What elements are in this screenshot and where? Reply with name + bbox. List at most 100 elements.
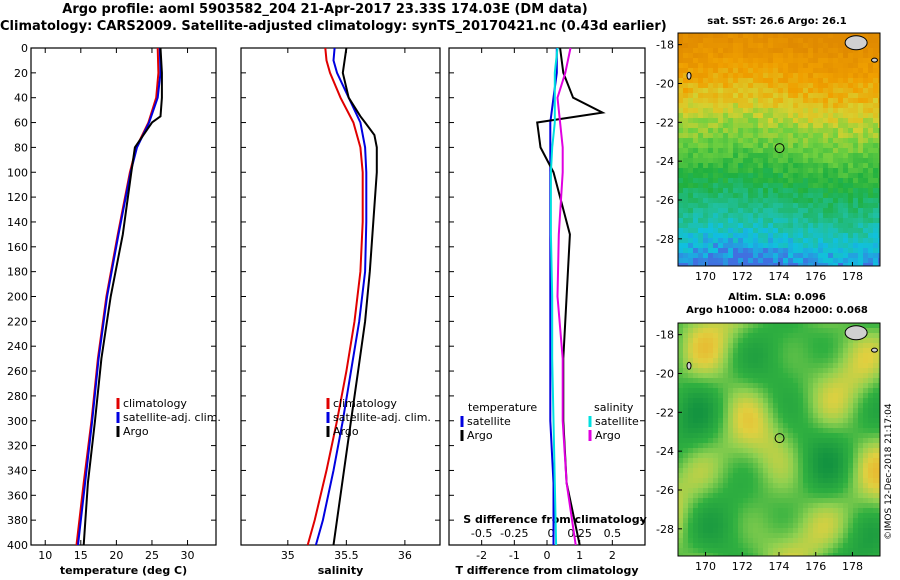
map-cell [783,478,789,484]
map-cell [843,68,849,74]
map-cell [733,43,739,49]
map-cell [803,383,809,389]
map-cell [708,53,714,59]
map-cell [823,543,829,549]
map-cell [748,128,754,134]
map-cell [793,138,799,144]
map-cell [693,453,699,459]
map-cell [698,163,704,169]
map-cell [688,418,694,424]
map-cell [783,183,789,189]
map-cell [753,478,759,484]
map-cell [698,323,704,329]
map-cell [793,518,799,524]
map-cell [818,253,824,259]
map-cell [878,413,881,419]
legend-label: satellite-adj. clim. [333,411,431,424]
map-cell [793,108,799,114]
map-cell [838,368,844,374]
map-cell [748,123,754,129]
map-cell [878,203,881,209]
map-cell [858,178,864,184]
map-cell [748,143,754,149]
map-cell [813,143,819,149]
map-cell [713,398,719,404]
map-cell [678,173,684,179]
map-cell [688,368,694,374]
map-cell [758,178,764,184]
map-cell [678,478,684,484]
map-cell [728,128,734,134]
map-cell [873,258,879,264]
x-tick-label: 2 [609,549,616,562]
map-cell [773,248,779,254]
map-cell [778,253,784,259]
map-cell [803,458,809,464]
map-cell [678,458,684,464]
map-cell [743,203,749,209]
map-cell [813,513,819,519]
map-cell [768,53,774,59]
map-cell [878,373,881,379]
map-cell [693,203,699,209]
map-cell [708,198,714,204]
map-cell [838,158,844,164]
map-cell [733,48,739,54]
map-cell [703,193,709,199]
map-cell [833,368,839,374]
map-cell [733,143,739,149]
map-cell [738,463,744,469]
map-cell [748,433,754,439]
map-cell [728,533,734,539]
map-cell [698,488,704,494]
map-cell [873,143,879,149]
map-cell [713,328,719,334]
map-cell [683,78,689,84]
map-cell [718,373,724,379]
map-cell [688,98,694,104]
map-cell [688,148,694,154]
map-cell [848,478,854,484]
map-cell [743,228,749,234]
map-cell [758,143,764,149]
map-cell [813,108,819,114]
map-cell [733,233,739,239]
map-cell [763,403,769,409]
map-cell [693,338,699,344]
map-cell [768,483,774,489]
map-cell [813,33,819,39]
map-cell [698,68,704,74]
map-cell [688,158,694,164]
map-cell [723,178,729,184]
map-cell [708,193,714,199]
map-cell [863,528,869,534]
map-cell [843,58,849,64]
x-tick-label: 176 [805,560,826,573]
map-cell [813,238,819,244]
map-cell [763,383,769,389]
map-cell [723,543,729,549]
map-cell [748,323,754,329]
map-cell [818,328,824,334]
map-cell [718,73,724,79]
map-cell [873,198,879,204]
map-cell [698,233,704,239]
map-cell [733,403,739,409]
map-cell [733,323,739,329]
map-cell [878,418,881,424]
map-cell [723,163,729,169]
map-cell [733,353,739,359]
map-cell [698,63,704,69]
map-cell [873,158,879,164]
map-cell [863,473,869,479]
map-cell [788,263,794,267]
map-cell [698,173,704,179]
map-cell [718,333,724,339]
map-cell [723,378,729,384]
map-cell [778,143,784,149]
map-cell [783,203,789,209]
map-cell [768,523,774,529]
map-cell [783,213,789,219]
y-tick-label: -20 [656,367,674,380]
map-cell [858,248,864,254]
